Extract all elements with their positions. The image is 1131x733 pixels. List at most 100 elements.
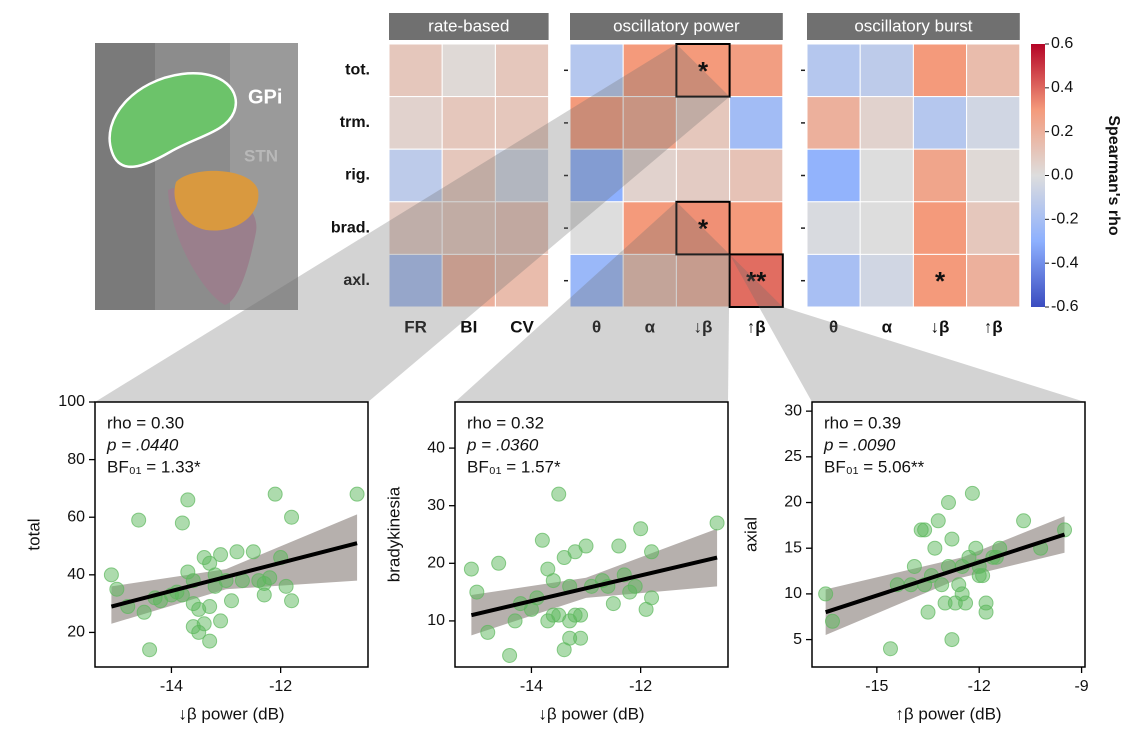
y-tick-label: 40 xyxy=(427,439,445,456)
data-point xyxy=(574,631,588,645)
stat-label: p = .0360 xyxy=(466,435,539,454)
heatmap-cell xyxy=(807,97,860,150)
heatmap-cell xyxy=(860,202,913,255)
column-label: ↓β xyxy=(931,317,950,336)
x-tick-label: -12 xyxy=(968,678,991,695)
column-label: α xyxy=(882,317,893,336)
x-tick-label: -14 xyxy=(520,678,543,695)
heatmap-cell xyxy=(389,97,442,150)
stat-label: p = .0090 xyxy=(823,435,896,454)
heatmap-cell xyxy=(730,149,783,202)
x-tick-label: -12 xyxy=(629,678,652,695)
y-tick-label: 20 xyxy=(427,555,445,572)
heatmap-cell xyxy=(967,254,1020,307)
data-point xyxy=(645,545,659,559)
x-tick-label: -12 xyxy=(269,678,292,695)
data-point xyxy=(928,541,942,555)
y-tick-label: 60 xyxy=(67,508,85,525)
heatmap-cell xyxy=(807,44,860,97)
heatmap-cell xyxy=(967,149,1020,202)
row-label: brad. xyxy=(331,219,370,236)
colorbar-tick-label: 0.4 xyxy=(1051,79,1073,96)
y-tick-label: 30 xyxy=(784,402,802,419)
x-axis-label: ↓β power (dB) xyxy=(178,704,284,723)
colorbar-tick-label: 0.2 xyxy=(1051,123,1073,140)
heatmap-cell xyxy=(913,202,966,255)
panel-title: rate-based xyxy=(428,16,509,35)
x-axis-label: ↓β power (dB) xyxy=(538,704,644,723)
heatmap-cell xyxy=(967,202,1020,255)
data-point xyxy=(1017,514,1031,528)
data-point xyxy=(268,487,282,501)
heatmap-cell xyxy=(807,254,860,307)
data-point xyxy=(470,585,484,599)
colorbar-tick-label: -0.4 xyxy=(1051,254,1079,271)
y-tick-label: 20 xyxy=(67,624,85,641)
stat-label: rho = 0.30 xyxy=(107,413,184,432)
colorbar-tick-label: -0.6 xyxy=(1051,298,1079,315)
colorbar-tick-label: -0.2 xyxy=(1051,211,1079,228)
heatmap-cell xyxy=(389,44,442,97)
data-point xyxy=(508,614,522,628)
row-label: trm. xyxy=(340,114,370,131)
data-point xyxy=(143,643,157,657)
data-point xyxy=(257,588,271,602)
data-point xyxy=(535,533,549,547)
column-label: ↑β xyxy=(747,317,766,336)
data-point xyxy=(825,614,839,628)
column-label: ↑β xyxy=(984,317,1003,336)
heatmap-cell xyxy=(442,44,495,97)
stat-label: rho = 0.32 xyxy=(467,413,544,432)
heatmap-cell xyxy=(913,44,966,97)
data-point xyxy=(464,562,478,576)
data-point xyxy=(181,493,195,507)
y-axis-label: total xyxy=(24,518,43,550)
colorbar-tick-label: 0.6 xyxy=(1051,35,1073,52)
heatmap-cell xyxy=(730,44,783,97)
data-point xyxy=(710,516,724,530)
data-point xyxy=(965,486,979,500)
heatmap-cell xyxy=(967,97,1020,150)
data-point xyxy=(104,568,118,582)
data-point xyxy=(137,605,151,619)
data-point xyxy=(969,541,983,555)
data-point xyxy=(921,605,935,619)
data-point xyxy=(175,516,189,530)
data-point xyxy=(503,648,517,662)
y-tick-label: 30 xyxy=(427,497,445,514)
data-point xyxy=(203,556,217,570)
data-point xyxy=(285,510,299,524)
y-tick-label: 10 xyxy=(784,585,802,602)
data-point xyxy=(246,545,260,559)
data-point xyxy=(110,582,124,596)
stat-label: BF₀₁ = 5.06** xyxy=(824,457,925,476)
y-tick-label: 80 xyxy=(67,451,85,468)
data-point xyxy=(883,642,897,656)
data-point xyxy=(942,496,956,510)
x-tick-label: -9 xyxy=(1074,678,1088,695)
figure: GPi STN rate-basedFRBICVoscillatory powe… xyxy=(0,0,1131,733)
data-point xyxy=(955,587,969,601)
data-point xyxy=(945,633,959,647)
data-point xyxy=(606,597,620,611)
mri-shade xyxy=(95,43,155,310)
y-tick-label: 20 xyxy=(784,494,802,511)
heatmap-cell xyxy=(495,44,548,97)
y-axis-label: axial xyxy=(741,517,760,552)
data-point xyxy=(976,569,990,583)
data-point xyxy=(935,578,949,592)
heatmap-cell xyxy=(860,97,913,150)
stat-label: p = .0440 xyxy=(106,435,179,454)
data-point xyxy=(252,574,266,588)
stat-label: rho = 0.39 xyxy=(824,413,901,432)
stn-label: STN xyxy=(244,146,278,165)
heatmap-cell xyxy=(730,202,783,255)
data-point xyxy=(350,487,364,501)
panel-title: oscillatory power xyxy=(613,16,740,35)
heatmap-cell xyxy=(676,149,729,202)
data-point xyxy=(279,579,293,593)
x-tick-label: -15 xyxy=(865,678,888,695)
heatmap-cell xyxy=(860,44,913,97)
x-axis-label: ↑β power (dB) xyxy=(895,704,1001,723)
heatmap-cell xyxy=(860,149,913,202)
